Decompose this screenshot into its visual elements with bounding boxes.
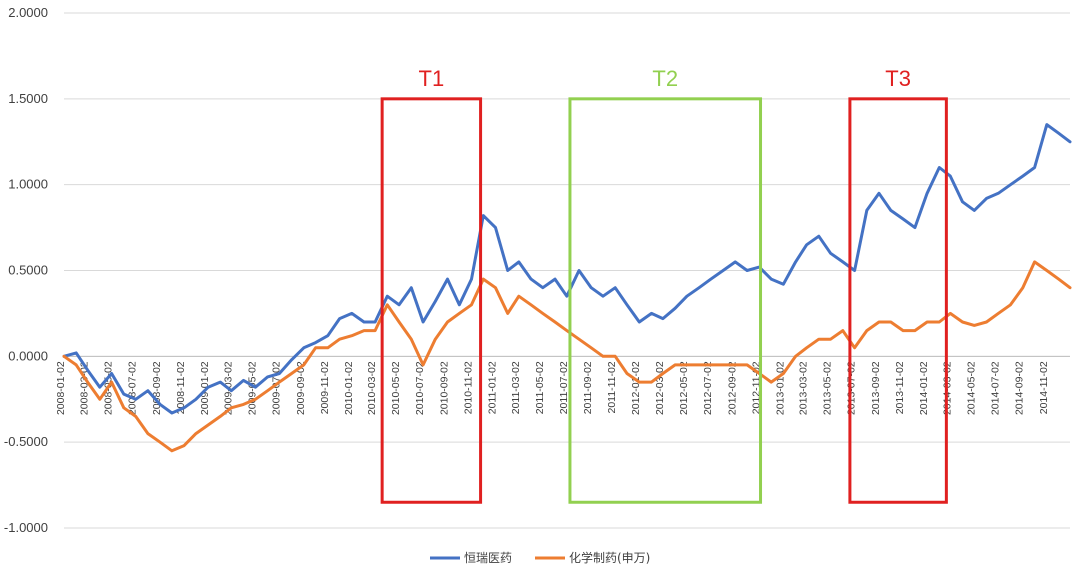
- x-tick-label: 2011-05-02: [534, 361, 546, 414]
- x-tick-label: 2013-09-02: [870, 361, 882, 415]
- x-tick-label: 2013-05-02: [822, 361, 834, 415]
- x-tick-label: 2013-07-02: [846, 361, 858, 415]
- series-line-1: [62, 260, 1072, 453]
- x-tick-label: 2010-01-02: [343, 361, 355, 415]
- y-tick-label: 2.0000: [8, 5, 48, 20]
- x-tick-label: 2008-07-02: [127, 361, 139, 415]
- y-tick-label: 0.5000: [8, 263, 48, 278]
- x-tick-label: 2010-09-02: [439, 361, 451, 415]
- y-tick-label: -1.0000: [4, 520, 48, 535]
- x-tick-label: 2014-11-02: [1038, 361, 1050, 414]
- x-tick-label: 2012-05-02: [678, 361, 690, 415]
- x-tick-label: 2014-01-02: [918, 361, 930, 415]
- x-tick-label: 2011-09-02: [582, 361, 594, 414]
- legend-label-1: 化学制药(申万): [569, 550, 650, 565]
- x-tick-label: 2014-07-02: [989, 361, 1001, 415]
- y-tick-label: -0.5000: [4, 434, 48, 449]
- annotation-label-t3: T3: [885, 66, 911, 91]
- x-tick-label: 2012-07-02: [702, 361, 714, 415]
- x-tick-label: 2012-03-02: [654, 361, 666, 415]
- annotation-box-t3: [848, 97, 948, 504]
- y-tick-label: 0.0000: [8, 348, 48, 363]
- x-tick-label: 2011-01-02: [487, 361, 499, 414]
- x-tick-label: 2008-09-02: [151, 361, 163, 415]
- annotation-label-t2: T2: [652, 66, 678, 91]
- x-tick-label: 2011-03-02: [510, 361, 522, 414]
- x-tick-label: 2013-11-02: [894, 361, 906, 414]
- x-tick-label: 2012-09-02: [726, 361, 738, 415]
- x-tick-label: 2010-11-02: [463, 361, 475, 414]
- x-tick-label: 2008-01-02: [55, 361, 67, 415]
- annotation-label-t1: T1: [419, 66, 445, 91]
- x-tick-label: 2013-03-02: [798, 361, 810, 415]
- legend-label-0: 恒瑞医药: [464, 551, 512, 565]
- x-tick-label: 2013-01-02: [774, 361, 786, 415]
- y-tick-label: 1.5000: [8, 91, 48, 106]
- x-tick-label: 2009-09-02: [295, 361, 307, 415]
- x-tick-label: 2009-11-02: [319, 361, 331, 414]
- annotation-box-t2: [568, 97, 763, 504]
- annotation-box-t1: [380, 97, 483, 504]
- x-tick-label: 2014-09-02: [1014, 361, 1026, 415]
- x-tick-label: 2012-01-02: [630, 361, 642, 415]
- x-tick-label: 2010-03-02: [366, 361, 378, 415]
- x-tick-label: 2014-05-02: [965, 361, 977, 415]
- x-tick-label: 2010-07-02: [414, 361, 426, 415]
- x-tick-label: 2010-05-02: [390, 361, 402, 415]
- series-line-0: [62, 123, 1072, 415]
- x-tick-label: 2011-07-02: [558, 361, 570, 414]
- y-tick-label: 1.0000: [8, 177, 48, 192]
- x-tick-label: 2011-11-02: [606, 361, 618, 413]
- x-tick-label: 2008-11-02: [175, 361, 187, 414]
